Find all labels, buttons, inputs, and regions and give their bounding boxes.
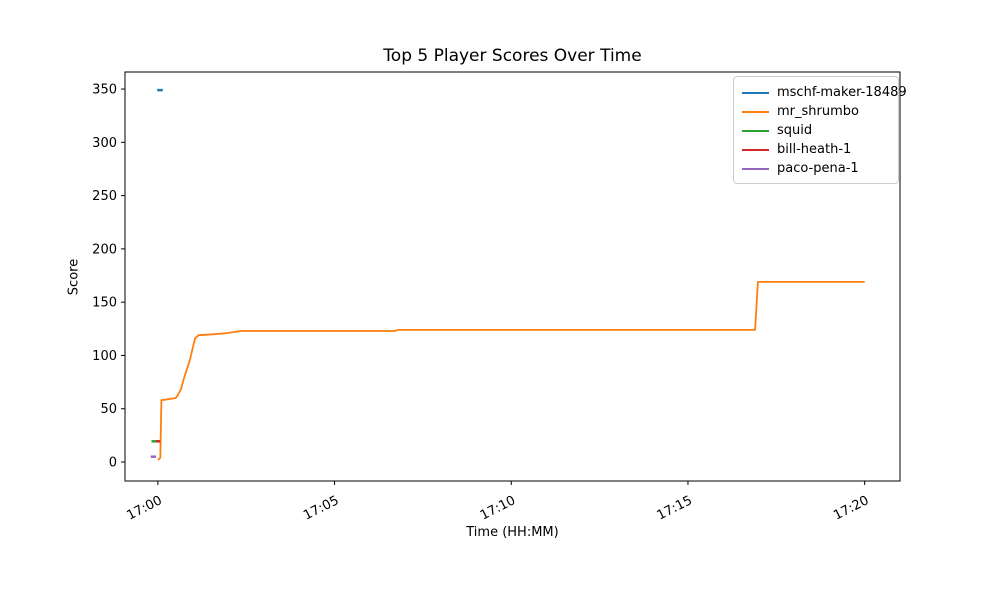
chart-title: Top 5 Player Scores Over Time: [383, 46, 642, 66]
legend-label: squid: [777, 123, 813, 138]
legend-label: mr_shrumbo: [777, 104, 859, 119]
y-tick-label: 350: [92, 83, 117, 98]
legend-label: mschf-maker-18489: [777, 85, 907, 100]
legend-line-swatch: [742, 110, 769, 113]
legend-item-squid: squid: [742, 121, 890, 140]
legend-item-mr_shrumbo: mr_shrumbo: [742, 102, 890, 121]
x-tick-label: 17:20: [831, 493, 871, 523]
x-tick-label: 17:00: [124, 493, 164, 523]
legend-item-mschf-maker-18489: mschf-maker-18489: [742, 83, 907, 102]
y-tick-label: 100: [92, 349, 117, 364]
x-axis-label: Time (HH:MM): [466, 525, 559, 540]
legend-label: bill-heath-1: [777, 142, 852, 157]
y-tick-label: 50: [100, 402, 117, 417]
x-tick-label: 17:10: [478, 493, 518, 523]
y-tick-label: 150: [92, 296, 117, 311]
y-tick-label: 300: [92, 136, 117, 151]
y-axis-label: Score: [66, 258, 82, 296]
legend-item-bill-heath-1: bill-heath-1: [742, 140, 890, 159]
series-line-mr_shrumbo: [157, 281, 865, 461]
legend-item-paco-pena-1: paco-pena-1: [742, 159, 890, 178]
plot-border: [124, 71, 901, 482]
y-tick-label: 200: [92, 242, 117, 257]
y-tick-label: 0: [109, 456, 117, 471]
legend-line-swatch: [742, 148, 769, 151]
legend-label: paco-pena-1: [777, 161, 859, 176]
legend-line-swatch: [742, 167, 769, 170]
x-tick-label: 17:15: [655, 493, 695, 523]
y-tick-label: 250: [92, 189, 117, 204]
x-tick-label: 17:05: [301, 493, 341, 523]
legend-line-swatch: [742, 91, 769, 94]
legend-line-swatch: [742, 129, 769, 132]
